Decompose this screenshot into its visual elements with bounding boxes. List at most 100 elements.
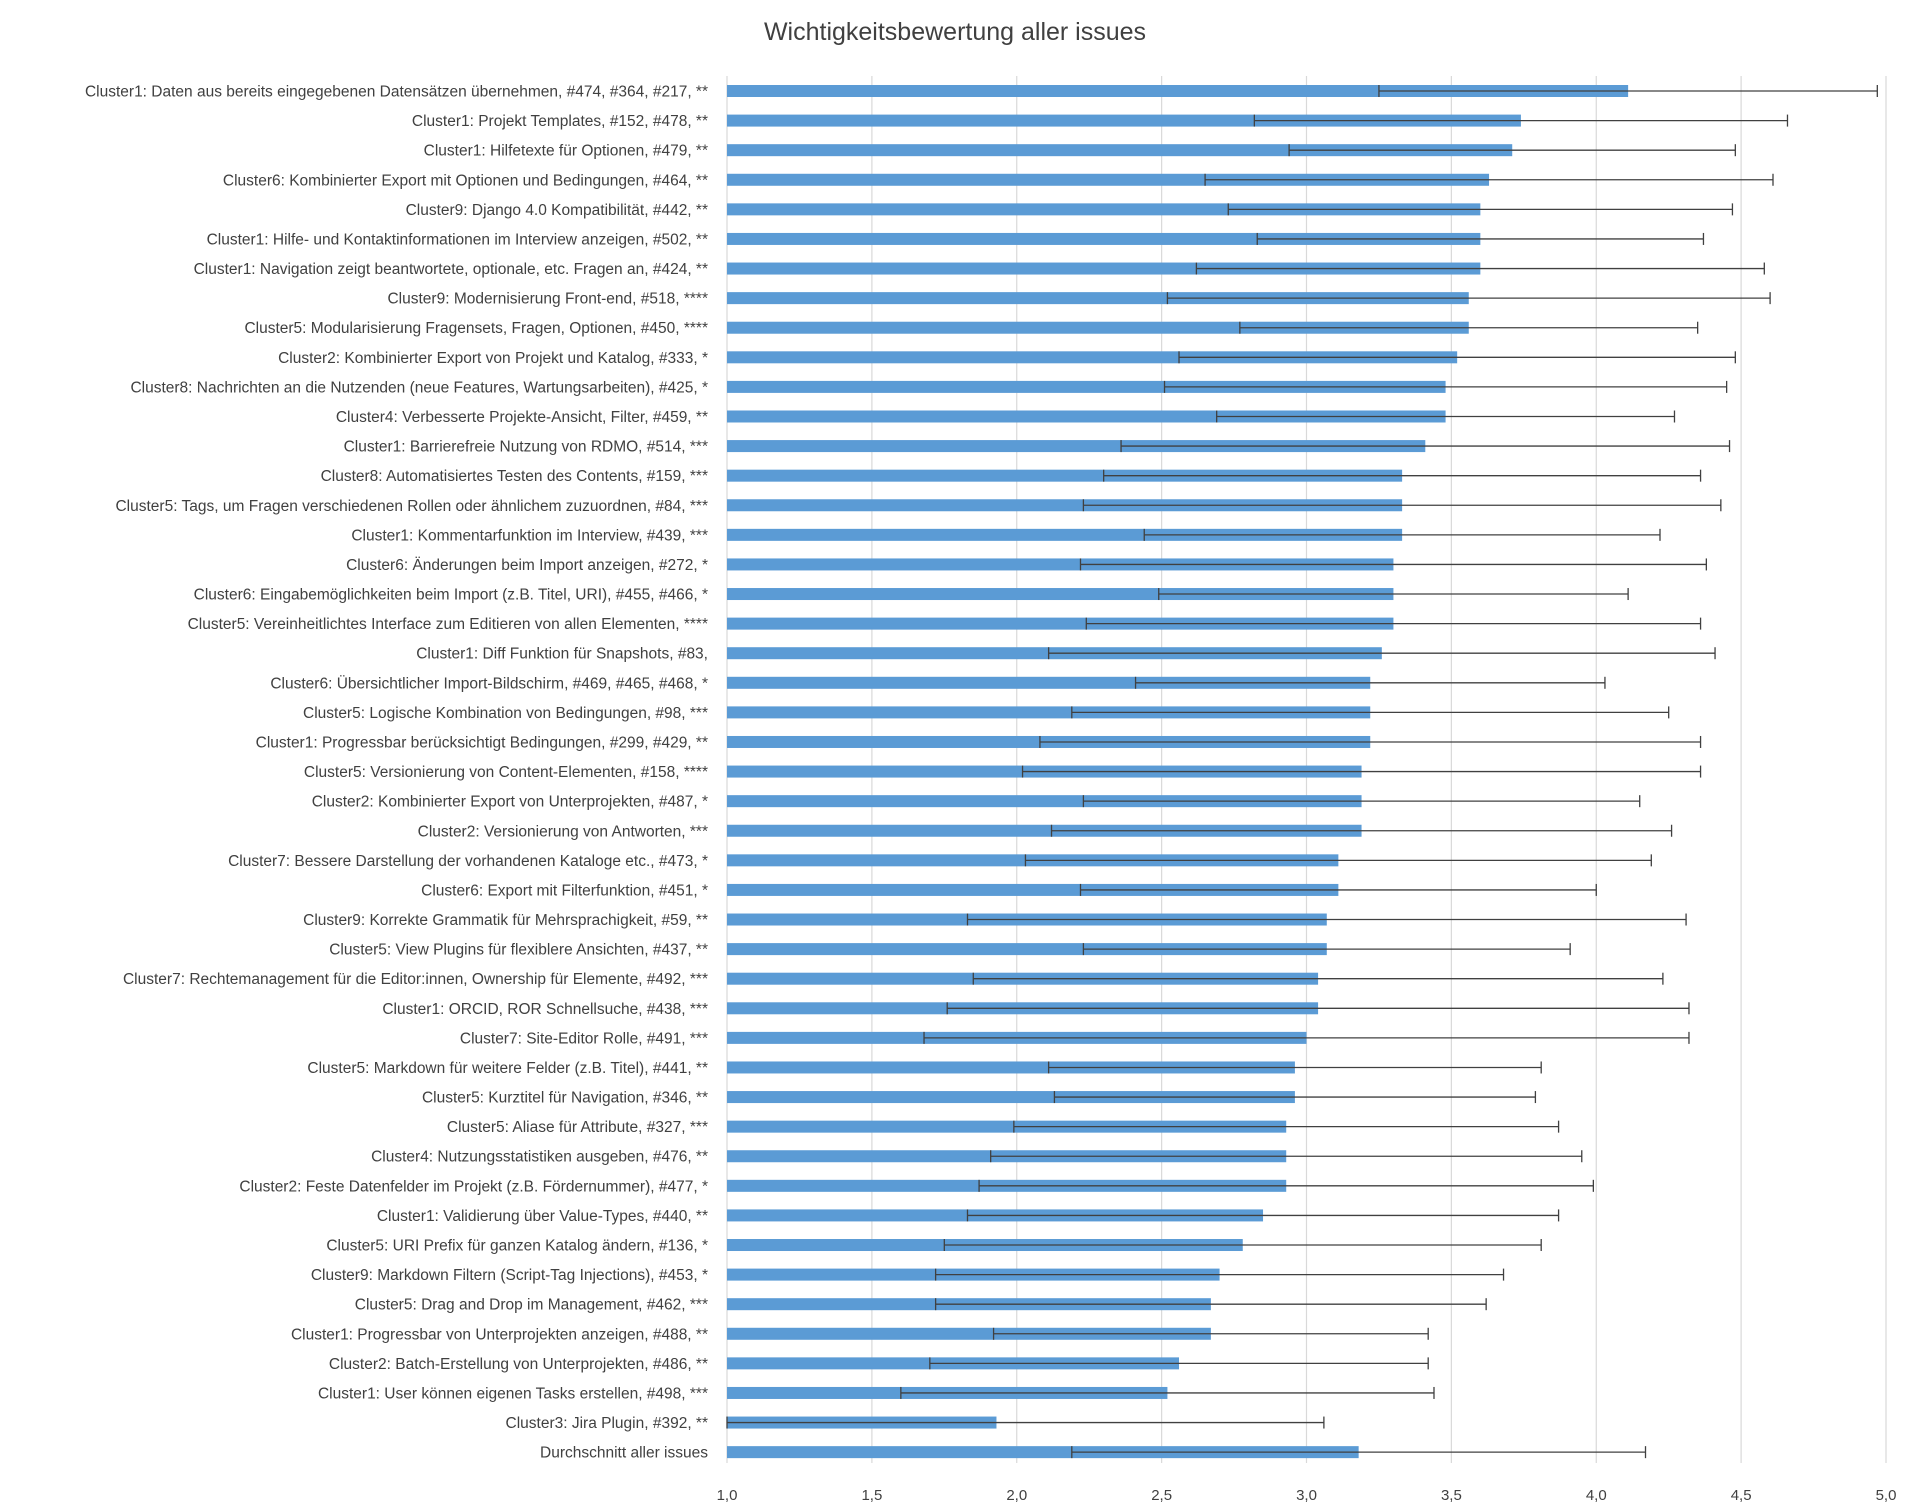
error-bar (1143, 528, 1661, 541)
category-label: Cluster5: Markdown für weitere Felder (z… (307, 1060, 708, 1077)
error-bar (726, 1416, 1325, 1429)
category-label: Cluster1: Progressbar von Unterprojekten… (291, 1326, 708, 1343)
error-bar (978, 1179, 1595, 1192)
bar (727, 173, 1490, 186)
bar-layer (727, 85, 1629, 1459)
category-label: Cluster9: Korrekte Grammatik für Mehrspr… (303, 912, 708, 929)
category-label: Cluster1: Diff Funktion für Snapshots, #… (416, 646, 708, 663)
category-label: Cluster1: Hilfetexte für Optionen, #479,… (424, 143, 708, 160)
bar (727, 85, 1629, 97)
x-tick-label: 1,0 (717, 1487, 738, 1504)
category-label: Cluster7: Site-Editor Rolle, #491, *** (460, 1030, 708, 1047)
category-label: Cluster5: Versionierung von Content-Elem… (304, 764, 708, 781)
error-bar (946, 1002, 1690, 1015)
error-bar (1253, 114, 1789, 127)
error-bar (1239, 321, 1699, 334)
error-bar (1227, 203, 1734, 216)
bar (727, 380, 1446, 393)
error-bar (1047, 1061, 1542, 1074)
x-tick-label: 4,5 (1731, 1487, 1752, 1504)
category-label: Cluster7: Bessere Darstellung der vorhan… (228, 853, 708, 870)
category-label: Cluster5: Aliase für Attribute, #327, **… (447, 1119, 708, 1136)
bar (727, 114, 1521, 127)
category-label: Cluster4: Verbesserte Projekte-Ansicht, … (336, 409, 708, 426)
error-bar (1039, 735, 1702, 748)
error-bar (1024, 854, 1652, 867)
error-bar (1021, 765, 1702, 778)
bar (727, 499, 1403, 512)
category-label: Cluster2: Kombinierter Export von Projek… (278, 350, 708, 367)
category-label: Cluster1: Hilfe- und Kontaktinformatione… (207, 231, 708, 248)
bar (727, 232, 1481, 245)
category-label: Durchschnitt aller issues (540, 1445, 708, 1462)
category-label: Cluster5: View Plugins für flexiblere An… (329, 942, 708, 959)
bar (727, 292, 1469, 305)
error-bar (1079, 558, 1708, 571)
error-bar (1288, 144, 1736, 157)
error-bar (1158, 588, 1629, 601)
tick-label-layer: 1,0 1,5 2,0 2,5 3,0 3,5 4,0 4,5 5,0 (717, 1487, 1897, 1504)
error-bar (1166, 292, 1771, 305)
error-bar (1082, 943, 1571, 956)
category-label: Cluster5: Tags, um Fragen verschiedenen … (115, 498, 708, 515)
chart-title: Wichtigkeitsbewertung aller issues (763, 18, 1147, 46)
category-label-layer: Cluster1: Daten aus bereits eingegebenen… (85, 84, 708, 1462)
error-bar (1071, 706, 1670, 719)
bar (727, 1091, 1295, 1104)
bar (727, 203, 1481, 216)
category-label: Cluster3: Jira Plugin, #392, ** (506, 1415, 708, 1432)
x-tick-label: 3,0 (1296, 1487, 1317, 1504)
bar (727, 321, 1469, 334)
error-bar (900, 1386, 1435, 1399)
bar (727, 144, 1513, 157)
category-label: Cluster1: Navigation zeigt beantwortete,… (194, 261, 708, 278)
error-bar (1013, 1120, 1560, 1133)
category-label: Cluster1: User können eigenen Tasks erst… (318, 1385, 708, 1402)
category-label: Cluster9: Django 4.0 Kompatibilität, #44… (406, 202, 708, 219)
error-bar (1204, 173, 1774, 186)
error-bar (1378, 85, 1878, 97)
error-bar (992, 1327, 1429, 1340)
error-bar (1082, 795, 1641, 808)
category-label: Cluster1: Kommentarfunktion im Interview… (351, 527, 708, 544)
bar (727, 943, 1327, 956)
category-label: Cluster5: Logische Kombination von Bedin… (303, 705, 708, 722)
error-bar (1134, 676, 1606, 689)
bar (727, 558, 1394, 571)
category-label: Cluster1: Projekt Templates, #152, #478,… (412, 113, 708, 130)
error-bar (990, 1150, 1583, 1163)
error-bar (1120, 440, 1731, 453)
category-label: Cluster7: Rechtemanagement für die Edito… (123, 971, 708, 988)
error-bar (934, 1298, 1487, 1311)
bar (727, 469, 1403, 482)
category-label: Cluster6: Änderungen beim Import anzeige… (346, 557, 708, 574)
category-label: Cluster1: Barrierefreie Nutzung von RDMO… (344, 439, 708, 456)
error-bar (1195, 262, 1765, 275)
x-tick-label: 1,5 (861, 1487, 882, 1504)
bar (727, 1120, 1287, 1133)
category-label: Cluster1: ORCID, ROR Schnellsuche, #438,… (382, 1001, 708, 1018)
category-label: Cluster9: Modernisierung Front-end, #518… (387, 291, 708, 308)
bar (727, 440, 1426, 453)
category-label: Cluster2: Feste Datenfelder im Projekt (… (239, 1178, 708, 1195)
category-label: Cluster1: Validierung über Value-Types, … (377, 1208, 708, 1225)
x-tick-label: 5,0 (1876, 1487, 1897, 1504)
error-bar-layer (726, 85, 1878, 1459)
bar (727, 262, 1481, 275)
category-label: Cluster1: Progressbar berücksichtigt Bed… (256, 734, 708, 751)
error-bar (1053, 1091, 1537, 1104)
category-label: Cluster6: Eingabemöglichkeiten beim Impo… (194, 587, 708, 604)
category-label: Cluster9: Markdown Filtern (Script-Tag I… (311, 1267, 708, 1284)
category-label: Cluster6: Kombinierter Export mit Option… (223, 172, 708, 189)
error-bar (1050, 824, 1673, 837)
error-bar (1178, 351, 1736, 364)
x-tick-label: 3,5 (1441, 1487, 1462, 1504)
bar (727, 617, 1394, 630)
category-label: Cluster5: Modularisierung Fragensets, Fr… (244, 320, 708, 337)
bar (727, 351, 1458, 364)
category-label: Cluster8: Automatisiertes Testen des Con… (321, 468, 708, 485)
category-label: Cluster5: Vereinheitlichtes Interface zu… (188, 616, 708, 633)
error-bar (1047, 647, 1716, 660)
